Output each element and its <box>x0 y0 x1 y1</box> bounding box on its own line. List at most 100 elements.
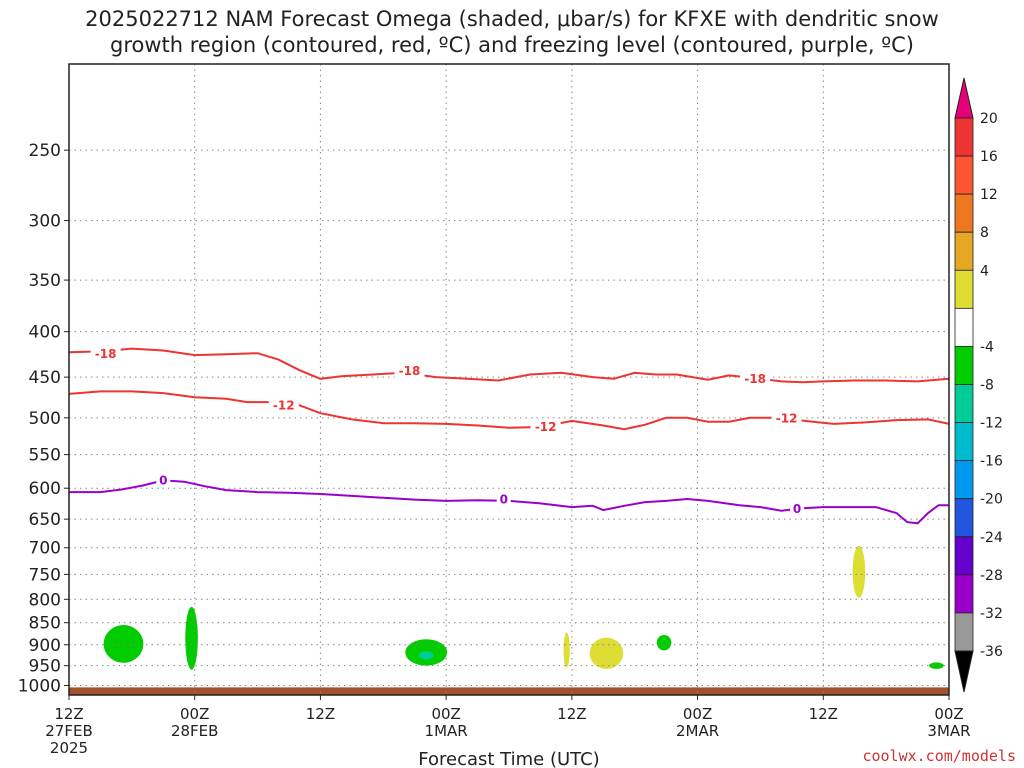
contour-label-bg <box>156 472 171 488</box>
colorbar-swatch <box>954 346 974 385</box>
colorbar-top-arrow <box>954 77 974 119</box>
contour-label: 0 <box>793 502 801 516</box>
colorbar-label: -16 <box>980 454 1003 470</box>
contour-line <box>69 479 949 525</box>
x-tick-label: 00Z <box>934 705 963 723</box>
omega-shade--8 <box>185 606 198 670</box>
x-tick-date: 2MAR <box>676 722 719 740</box>
contour-line <box>68 390 950 431</box>
contour-label-bg <box>268 397 299 413</box>
contour-label-bg <box>90 346 121 362</box>
contour-label-bg <box>530 418 561 434</box>
terrain <box>69 687 949 695</box>
y-tick-label: 450 <box>29 368 61 388</box>
y-tick-label: 1000 <box>18 676 61 696</box>
omega-shade-4 <box>563 632 570 668</box>
colorbar-swatch <box>954 498 974 538</box>
omega-shade-4 <box>852 545 866 598</box>
terrain-strip <box>69 687 949 695</box>
x-tick-date: 3MAR <box>927 722 970 740</box>
contour-label: -12 <box>535 420 557 434</box>
colorbar: 20 16 12 8 4 -4 -8 -12 -16 -20 -24 -28 -32 -36 <box>954 77 1003 693</box>
x-tick-label: 12Z <box>557 705 586 723</box>
y-tick-label: 850 <box>29 614 61 634</box>
colorbar-label: -36 <box>980 644 1003 660</box>
contour-label-bg <box>740 370 771 386</box>
contour-label-bg <box>496 491 511 507</box>
x-tick-label: 12Z <box>306 705 335 723</box>
colorbar-label: 20 <box>980 111 998 127</box>
x-tick-label: 12Z <box>54 705 83 723</box>
credit-text: coolwx.com/models <box>862 747 1016 765</box>
colorbar-swatch <box>954 536 974 576</box>
colorbar-label: 4 <box>980 263 989 279</box>
y-tick-label: 800 <box>29 590 61 610</box>
y-tick-label: 350 <box>29 271 61 291</box>
x-tick-label: 12Z <box>809 705 838 723</box>
colorbar-label: -8 <box>980 378 994 394</box>
y-tick-label: 950 <box>29 657 61 677</box>
pressure-axis: 2503003504004505005506006507007508008509… <box>18 141 69 696</box>
y-tick-label: 750 <box>29 565 61 585</box>
x-tick-date: 27FEB <box>45 722 92 740</box>
omega-shade--8 <box>656 634 672 651</box>
colorbar-swatch <box>954 422 974 462</box>
contour-label: 0 <box>159 473 167 487</box>
colorbar-swatch <box>954 460 974 500</box>
y-tick-label: 400 <box>29 323 61 343</box>
contour-label: 0 <box>500 493 508 507</box>
chart-title-line1: 2025022712 NAM Forecast Omega (shaded, μ… <box>85 7 939 31</box>
colorbar-label: -32 <box>980 606 1003 622</box>
colorbar-label: 16 <box>980 149 998 165</box>
y-tick-label: 900 <box>29 636 61 656</box>
omega-shade-4 <box>589 637 624 669</box>
colorbar-swatch <box>954 117 974 157</box>
colorbar-label: -12 <box>980 416 1003 432</box>
x-tick-date: 28FEB <box>171 722 218 740</box>
omega-shade--8 <box>929 662 944 669</box>
contour-label: -18 <box>399 364 421 378</box>
y-tick-label: 650 <box>29 510 61 530</box>
colorbar-label: -20 <box>980 492 1003 508</box>
temperature-contours: -18 -18 -18 -12 -12 -12 0 0 0 <box>68 346 950 525</box>
y-tick-label: 300 <box>29 212 61 232</box>
contour-label-bg <box>790 500 805 516</box>
y-tick-label: 600 <box>29 479 61 499</box>
y-tick-label: 500 <box>29 409 61 429</box>
omega-shading <box>103 545 944 670</box>
colorbar-label: 8 <box>980 225 989 241</box>
x-axis-title: Forecast Time (UTC) <box>418 749 599 768</box>
contour-label-bg <box>394 363 425 379</box>
colorbar-swatch <box>954 269 974 309</box>
colorbar-swatch <box>954 612 974 652</box>
colorbar-label: 12 <box>980 187 998 203</box>
chart-title: 2025022712 NAM Forecast Omega (shaded, μ… <box>0 6 1024 58</box>
colorbar-swatch <box>954 384 974 423</box>
contour-label: -12 <box>273 398 295 412</box>
x-tick-label: 00Z <box>431 705 460 723</box>
colorbar-swatch <box>954 155 974 195</box>
colorbar-swatch <box>954 307 974 347</box>
colorbar-swatch <box>954 231 974 271</box>
y-tick-label: 250 <box>29 141 61 161</box>
chart-title-line2: growth region (contoured, red, ºC) and f… <box>110 33 914 57</box>
contour-label-bg <box>771 410 802 426</box>
contour-label: -18 <box>744 372 766 386</box>
colorbar-swatch <box>954 193 974 233</box>
omega-shade--8 <box>103 625 144 663</box>
colorbar-bottom-arrow <box>954 650 974 693</box>
colorbar-label: -24 <box>980 530 1003 546</box>
x-tick-label: 00Z <box>683 705 712 723</box>
plot-frame <box>68 63 950 696</box>
y-tick-label: 550 <box>29 446 61 466</box>
colorbar-swatch <box>954 574 974 614</box>
colorbar-label: -28 <box>980 568 1003 584</box>
x-tick-year: 2025 <box>50 739 88 757</box>
omega-shade--12 <box>418 651 434 660</box>
contour-line <box>68 347 950 384</box>
colorbar-label: -4 <box>980 339 994 355</box>
contour-label: -12 <box>776 412 798 426</box>
y-tick-label: 700 <box>29 539 61 559</box>
